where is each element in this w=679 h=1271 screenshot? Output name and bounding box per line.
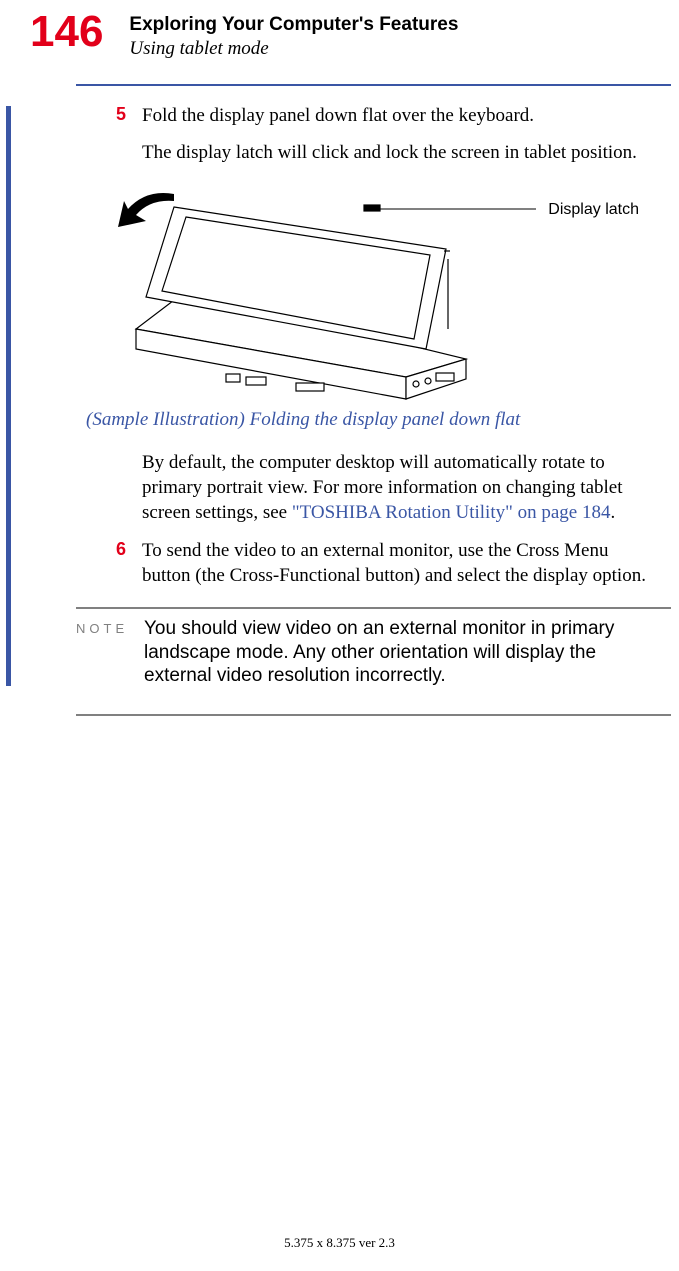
- step-5-line-1: Fold the display panel down flat over th…: [142, 104, 659, 129]
- illustration-caption: (Sample Illustration) Folding the displa…: [86, 409, 659, 431]
- callout-label: Display latch: [548, 201, 639, 219]
- chapter-title: Exploring Your Computer's Features: [129, 14, 458, 36]
- note-block: NOTE You should view video on an externa…: [0, 609, 679, 696]
- laptop-illustration: Display latch: [116, 179, 659, 403]
- side-accent-bar: [6, 106, 11, 686]
- note-bottom-rule: [76, 714, 671, 716]
- step-number: 6: [116, 539, 126, 560]
- step-6: 6 To send the video to an external monit…: [142, 539, 659, 588]
- page-number: 146: [30, 10, 103, 54]
- step-5: 5 Fold the display panel down flat over …: [142, 104, 659, 165]
- note-label: NOTE: [76, 617, 144, 688]
- step-5-line-2: The display latch will click and lock th…: [142, 141, 659, 166]
- step-number: 5: [116, 104, 126, 125]
- content-area: 5 Fold the display panel down flat over …: [0, 86, 679, 589]
- step-5-after-image: By default, the computer desktop will au…: [142, 451, 659, 525]
- fold-arrow-icon: [118, 193, 174, 227]
- step-5-continued: By default, the computer desktop will au…: [142, 451, 659, 525]
- note-text: You should view video on an external mon…: [144, 617, 659, 688]
- page-header: 146 Exploring Your Computer's Features U…: [0, 0, 679, 60]
- step-6-line-1: To send the video to an external monitor…: [142, 539, 659, 588]
- section-title: Using tablet mode: [129, 38, 458, 60]
- cross-ref-link[interactable]: "TOSHIBA Rotation Utility" on page 184: [292, 502, 611, 523]
- header-text-block: Exploring Your Computer's Features Using…: [103, 10, 458, 60]
- page-footer: 5.375 x 8.375 ver 2.3: [0, 1235, 679, 1251]
- text-run: .: [610, 502, 615, 523]
